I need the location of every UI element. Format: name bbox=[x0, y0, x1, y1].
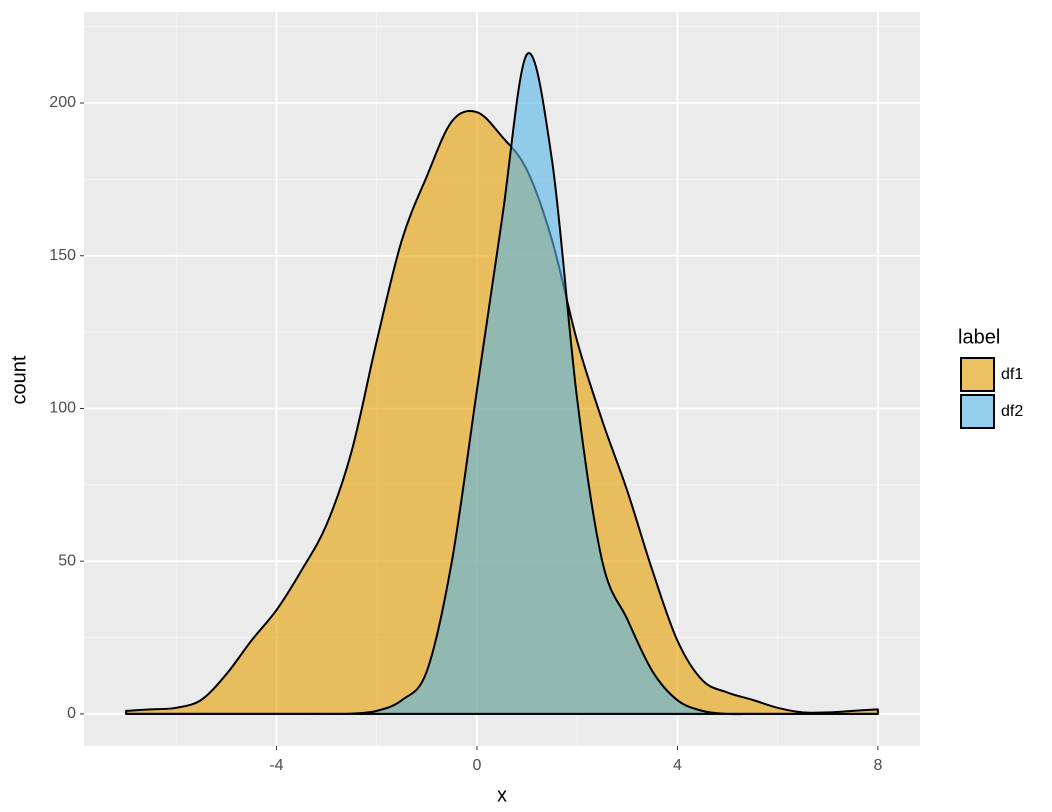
density-area bbox=[125, 52, 879, 716]
y-tick-label: 150 bbox=[49, 247, 76, 264]
legend-title: label bbox=[958, 326, 1000, 348]
plot-area bbox=[125, 52, 879, 716]
legend: label df1 df2 bbox=[958, 326, 1023, 429]
y-tick-label: 100 bbox=[49, 400, 76, 417]
x-tick-label: 8 bbox=[873, 757, 882, 774]
legend-swatch bbox=[960, 394, 995, 429]
legend-label: df2 bbox=[1001, 403, 1023, 420]
x-tick-label: 4 bbox=[673, 757, 682, 774]
legend-label: df1 bbox=[1001, 366, 1023, 383]
x-tick-label: -4 bbox=[269, 757, 283, 774]
y-tick-label: 200 bbox=[49, 94, 76, 111]
x-axis-label: x bbox=[497, 784, 507, 806]
legend-swatch bbox=[960, 357, 995, 392]
y-tick-label: 0 bbox=[67, 705, 76, 722]
x-tick-label: 0 bbox=[472, 757, 481, 774]
y-axis-label: count bbox=[8, 355, 30, 404]
y-tick-label: 50 bbox=[58, 552, 76, 569]
